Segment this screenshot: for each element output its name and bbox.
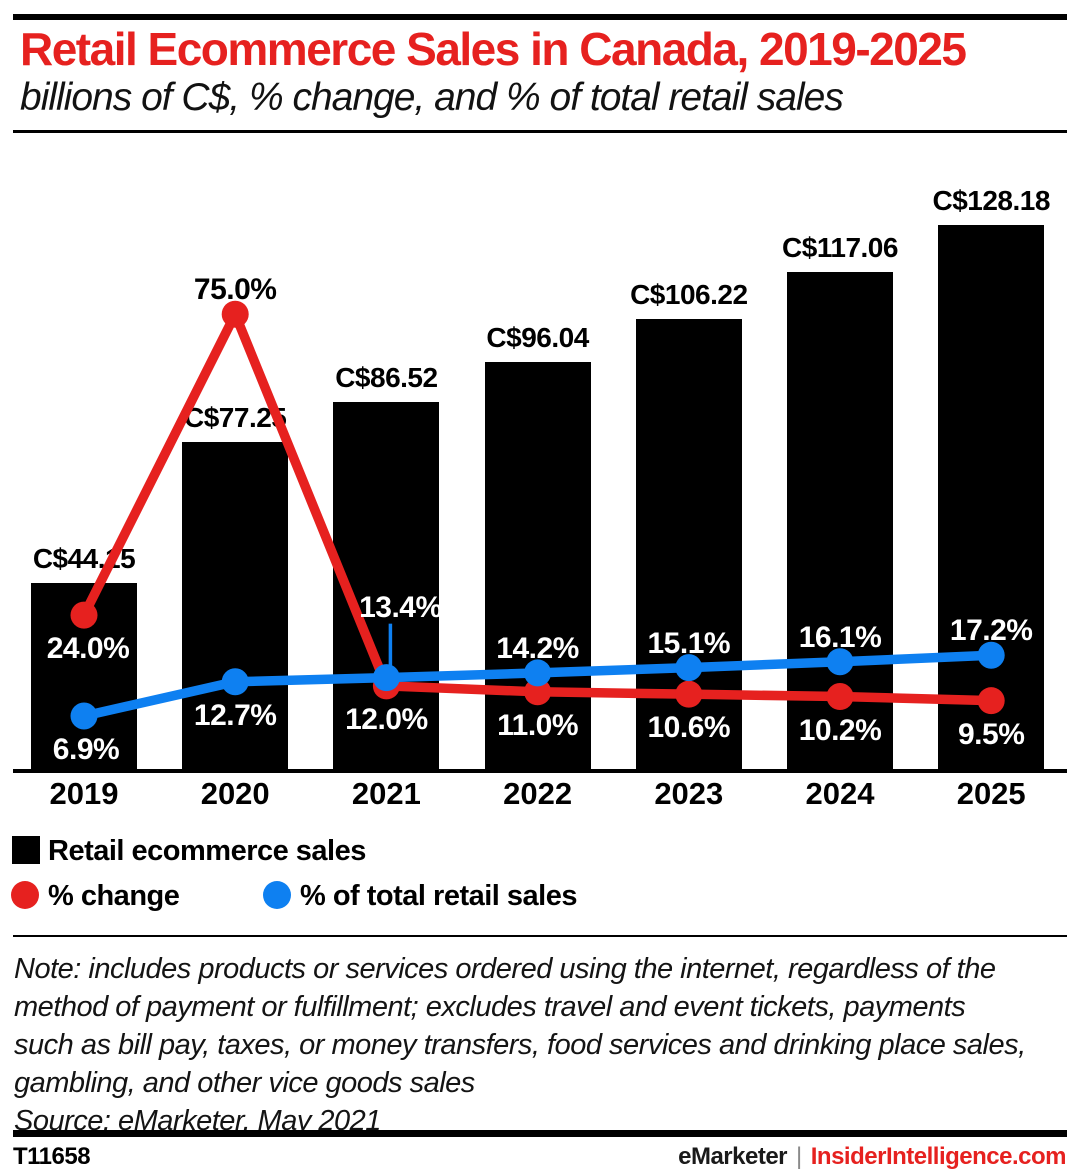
pct-of-total-label-2023: 15.1% bbox=[647, 626, 731, 660]
bar-value-label-2025: C$128.18 bbox=[932, 184, 1050, 216]
bar-value-label-2024: C$117.06 bbox=[782, 232, 898, 264]
pct-change-label-2021: 12.0% bbox=[345, 702, 428, 736]
pct-change-label-2023: 10.6% bbox=[647, 711, 731, 745]
insider-intelligence-link: InsiderIntelligence.com bbox=[810, 1143, 1067, 1170]
pct-of-total-label-2021: 13.4% bbox=[359, 590, 442, 624]
x-axis-label-2023: 2023 bbox=[654, 776, 724, 811]
x-axis-label-2020: 2020 bbox=[200, 776, 270, 811]
chart-id: T11658 bbox=[13, 1143, 91, 1170]
x-axis-label-2025: 2025 bbox=[956, 776, 1026, 811]
page-subtitle: billions of C$, % change, and % of total… bbox=[20, 76, 844, 119]
chart-note: Note: includes products or services orde… bbox=[14, 950, 1070, 1140]
pct-change-label-2020: 75.0% bbox=[193, 273, 277, 307]
bar-value-label-2019: C$44.15 bbox=[32, 542, 136, 574]
pct-of-total-label-2020: 12.7% bbox=[193, 698, 277, 732]
emarketer-logo: eMarketer bbox=[678, 1143, 788, 1170]
note-line: gambling, and other vice goods sales bbox=[14, 1067, 475, 1099]
note-line: such as bill pay, taxes, or money transf… bbox=[14, 1029, 1026, 1061]
pct-of-total-label-2024: 16.1% bbox=[798, 620, 882, 654]
bar-value-label-2020: C$77.25 bbox=[184, 401, 287, 433]
blue-dot-swatch-icon bbox=[263, 881, 291, 909]
header-divider bbox=[13, 130, 1067, 133]
pct-of-total-label-2019: 6.9% bbox=[52, 733, 120, 766]
bar-value-label-2021: C$86.52 bbox=[335, 362, 438, 394]
x-axis-label-2022: 2022 bbox=[503, 776, 573, 811]
legend-label: Retail ecommerce sales bbox=[48, 835, 366, 867]
bar-swatch-icon bbox=[12, 836, 40, 864]
page-title: Retail Ecommerce Sales in Canada, 2019-2… bbox=[20, 23, 967, 75]
x-axis-label-2024: 2024 bbox=[805, 776, 875, 811]
note-divider bbox=[13, 935, 1067, 937]
x-axis-label-2019: 2019 bbox=[49, 776, 119, 811]
bar-value-label-2023: C$106.22 bbox=[630, 278, 748, 310]
footer-brand: eMarketer | InsiderIntelligence.com bbox=[678, 1143, 1066, 1171]
legend-label: % of total retail sales bbox=[300, 880, 578, 912]
bar-2024 bbox=[787, 272, 893, 771]
bar-2023 bbox=[635, 318, 742, 771]
footer-rule bbox=[13, 1130, 1067, 1137]
pct-change-label-2025: 9.5% bbox=[957, 717, 1025, 751]
pct-of-total-label-2025: 17.2% bbox=[949, 614, 1033, 648]
pct-of-total-label-2022: 14.2% bbox=[496, 631, 579, 665]
legend-label: % change bbox=[48, 880, 180, 912]
top-rule bbox=[13, 14, 1067, 20]
pct-change-label-2022: 11.0% bbox=[497, 708, 579, 742]
bar-2025 bbox=[938, 224, 1045, 771]
note-line: method of payment or fulfillment; exclud… bbox=[14, 991, 966, 1023]
x-axis-line bbox=[13, 769, 1067, 773]
note-line: Note: includes products or services orde… bbox=[14, 953, 996, 985]
footer-separator: | bbox=[796, 1143, 802, 1170]
pct-change-label-2024: 10.2% bbox=[798, 713, 882, 747]
red-dot-swatch-icon bbox=[11, 881, 39, 909]
pct-change-label-2019: 24.0% bbox=[46, 632, 130, 666]
x-axis-label-2021: 2021 bbox=[351, 776, 421, 811]
bar-value-label-2022: C$96.04 bbox=[486, 321, 589, 353]
